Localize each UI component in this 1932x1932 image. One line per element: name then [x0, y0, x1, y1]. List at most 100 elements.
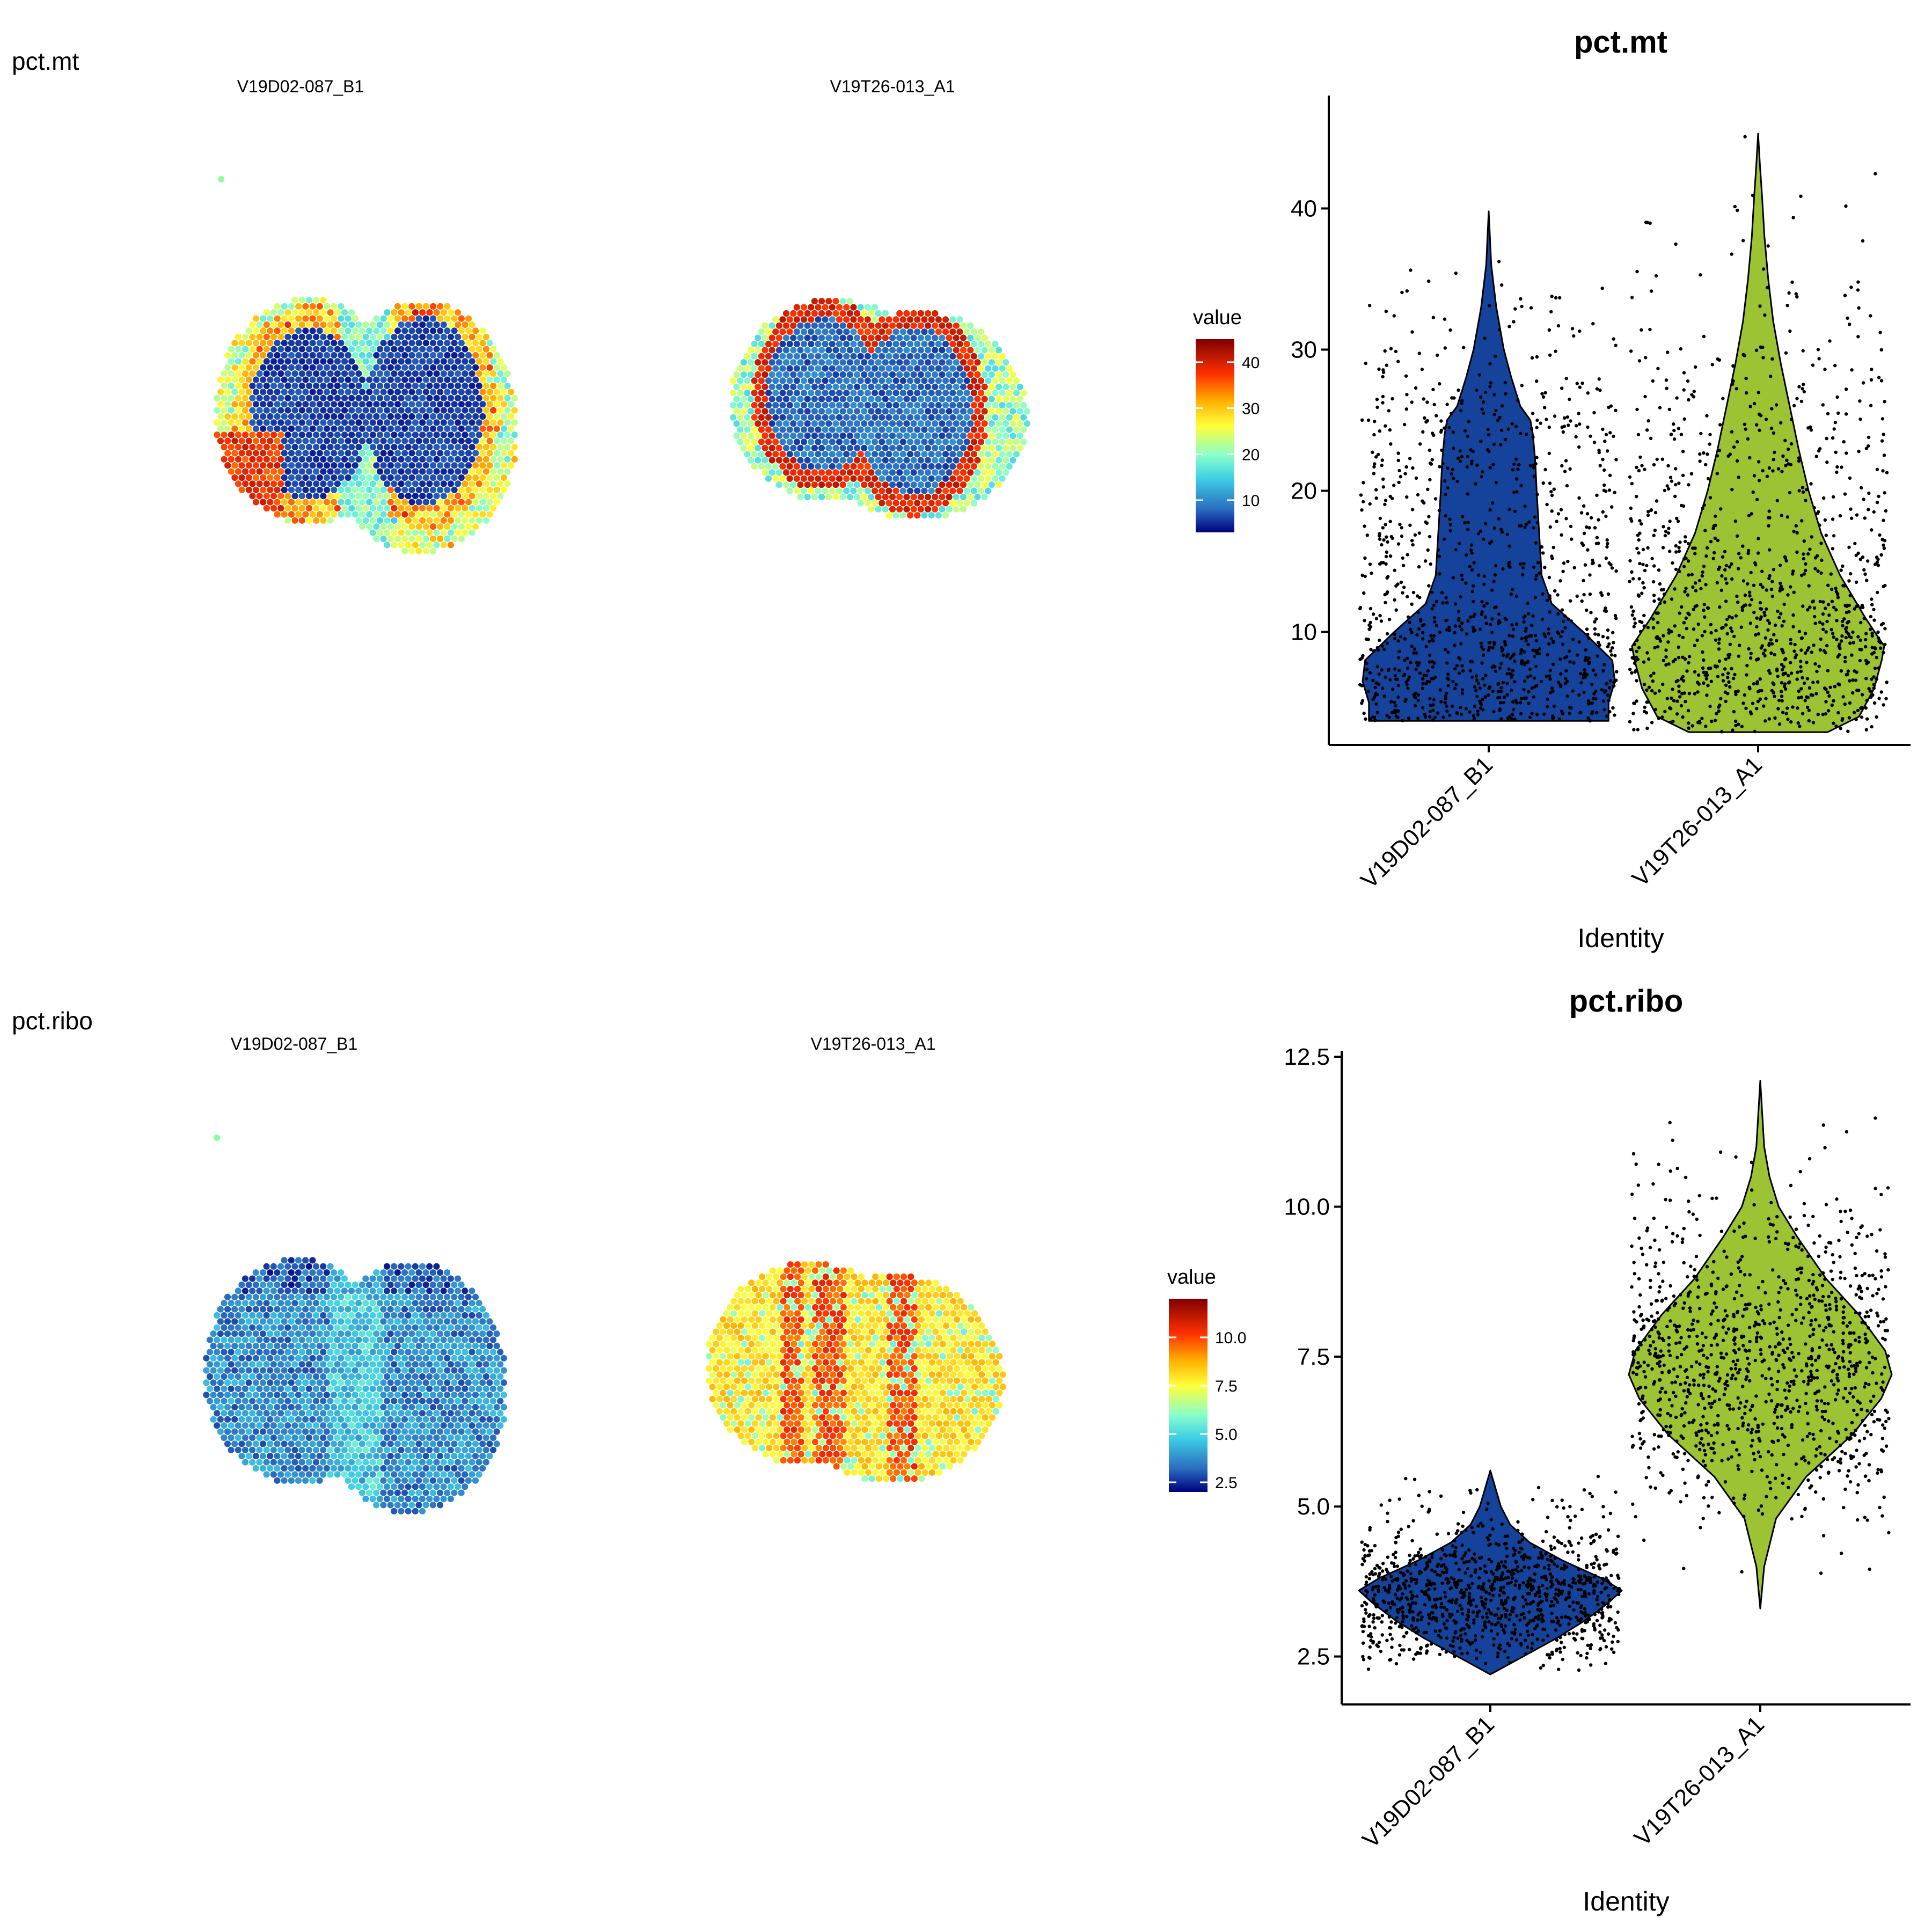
data-point — [1836, 411, 1840, 415]
data-point — [1382, 538, 1386, 542]
data-point — [1658, 601, 1662, 605]
spatial-spot — [323, 327, 331, 334]
data-point — [1547, 425, 1551, 429]
spatial-spot — [882, 396, 889, 402]
data-point — [1598, 464, 1602, 467]
data-point — [1819, 541, 1823, 545]
spatial-spot — [970, 414, 977, 421]
data-point — [1383, 502, 1387, 507]
spatial-spot — [260, 486, 267, 493]
data-point — [1487, 693, 1490, 697]
data-point — [1628, 559, 1632, 563]
spatial-spot — [482, 419, 490, 426]
data-point — [1880, 538, 1884, 541]
data-point — [1530, 356, 1534, 360]
data-point — [1524, 626, 1528, 631]
spatial-spot — [313, 517, 320, 524]
data-point — [1548, 610, 1552, 614]
spatial-spot — [454, 1287, 462, 1294]
spatial-spot — [839, 310, 846, 317]
spatial-spot — [252, 376, 260, 383]
data-point — [1795, 295, 1799, 299]
spatial-spot — [868, 506, 875, 513]
spatial-spot — [977, 328, 985, 335]
spatial-spot — [988, 481, 995, 488]
spatial-spot — [486, 413, 493, 420]
data-point — [1656, 645, 1660, 649]
spatial-spot — [281, 352, 288, 359]
spatial-spot — [793, 353, 800, 360]
data-point — [1765, 588, 1768, 592]
data-point — [1671, 687, 1674, 691]
spatial-spot — [808, 328, 815, 335]
data-point — [1614, 343, 1618, 347]
data-point — [1445, 402, 1449, 406]
data-point — [1755, 707, 1759, 711]
data-point — [1601, 669, 1605, 673]
spatial-spot — [384, 309, 391, 316]
data-point — [1474, 482, 1477, 486]
spatial-spot — [426, 431, 433, 438]
data-point — [1487, 304, 1491, 308]
data-point — [1601, 457, 1605, 462]
data-point — [1664, 530, 1668, 533]
data-point — [1731, 364, 1735, 368]
spatial-spot — [444, 462, 451, 469]
spatial-spot — [769, 322, 775, 329]
data-point — [1882, 546, 1886, 550]
spatial-spot — [769, 359, 775, 366]
spatial-spot — [231, 462, 238, 469]
data-point — [1751, 193, 1754, 197]
data-point — [1578, 385, 1582, 389]
spatial-spot — [804, 383, 811, 390]
spatial-spot — [373, 486, 380, 493]
data-point — [1677, 427, 1680, 430]
spatial-spot — [1009, 383, 1016, 390]
spatial-spot — [295, 364, 302, 371]
data-point — [1769, 375, 1773, 378]
spatial-spot — [486, 364, 493, 371]
spatial-spot — [903, 444, 910, 451]
spatial-spot — [288, 315, 295, 322]
data-point — [1568, 649, 1571, 653]
spatial-spot — [433, 431, 440, 438]
spatial-spot — [355, 333, 362, 340]
spatial-spot — [391, 1263, 398, 1270]
spatial-spot — [879, 377, 885, 384]
spatial-spot — [412, 382, 419, 390]
spatial-spot — [829, 475, 836, 482]
spatial-spot — [429, 535, 437, 543]
spatial-spot — [1002, 469, 1009, 476]
spatial-spot — [419, 309, 426, 316]
data-point — [1736, 689, 1740, 693]
data-point — [1874, 647, 1877, 651]
spatial-spot — [832, 371, 839, 378]
data-point — [1490, 617, 1494, 621]
data-point — [1497, 260, 1501, 264]
spatial-spot — [437, 450, 444, 457]
spatial-spot — [327, 370, 334, 377]
spatial-spot — [405, 529, 412, 536]
data-point — [1443, 426, 1446, 430]
spatial-spot — [270, 1287, 277, 1294]
spatial-spot — [1009, 371, 1016, 378]
data-point — [1359, 493, 1363, 497]
data-point — [1438, 465, 1441, 469]
spatial-spot — [387, 450, 394, 457]
spatial-spot — [769, 396, 775, 402]
spatial-spot — [274, 389, 281, 396]
spatial-spot — [832, 481, 839, 488]
spatial-spot — [836, 414, 843, 421]
data-point — [1547, 627, 1550, 631]
spatial-spot — [252, 474, 260, 481]
spatial-spot — [436, 1269, 444, 1276]
data-point — [1635, 495, 1638, 499]
spatial-spot — [444, 450, 451, 457]
spatial-spot — [380, 486, 387, 493]
spatial-spot — [921, 390, 928, 397]
data-point — [1797, 696, 1801, 700]
data-point — [1804, 562, 1807, 566]
data-point — [1724, 564, 1728, 568]
spatial-spot — [879, 340, 885, 348]
spatial-spot — [331, 450, 338, 457]
